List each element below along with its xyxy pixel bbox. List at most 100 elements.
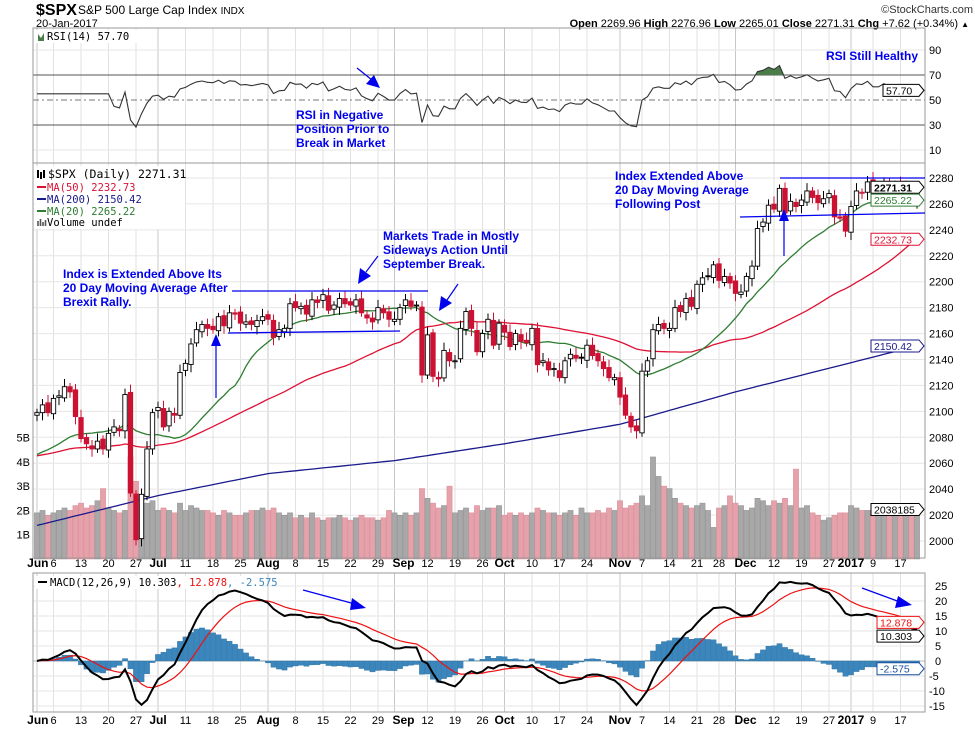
volume-bar [523, 515, 530, 560]
candle-body [633, 425, 640, 432]
candle-body [474, 330, 480, 353]
candle-body [155, 407, 161, 412]
volume-bar [39, 510, 46, 560]
macd-value: MACD(12,26,9) 10.303 [50, 577, 176, 589]
ma200-value-tag-text: 2150.42 [874, 341, 912, 353]
volume-bar [199, 510, 205, 560]
candle-body [204, 324, 211, 329]
volume-bar [567, 510, 574, 560]
volume-bar [430, 502, 436, 560]
volume-bar [342, 517, 348, 560]
volume-bar [859, 510, 865, 560]
candle-body [765, 204, 772, 224]
volume-bar [254, 510, 260, 560]
rsi-panel [37, 64, 918, 129]
candle-body [56, 395, 62, 398]
volume-bar [149, 500, 156, 560]
axis-labels: JunJun66131320202727JulJul111118182525Au… [17, 45, 954, 727]
volume-bar [155, 510, 161, 560]
volume-bar [545, 512, 552, 560]
volume-bar [364, 517, 370, 560]
volume-bar [193, 507, 200, 560]
candle-body [732, 280, 739, 294]
candle-body [50, 397, 57, 415]
candle-body [105, 432, 112, 451]
macd-histogram-bar [248, 656, 255, 662]
date-tick-label: 8 [292, 715, 298, 727]
volume-bar [72, 505, 79, 560]
ma200-legend-text: MA(200) 2150.42 [47, 194, 142, 206]
volume-bar [672, 498, 678, 560]
volume-bar [424, 498, 431, 560]
volume-bar [804, 505, 810, 560]
macd-histogram-bar [864, 660, 871, 668]
volume-value-tag: 2038185 [870, 502, 925, 516]
volume-bar [589, 512, 596, 560]
volume-bar [595, 510, 601, 560]
date-tick-label: Aug [256, 556, 279, 570]
volume-bar [331, 517, 337, 560]
macd-histogram-bar [320, 660, 326, 664]
volume-bar [320, 519, 326, 560]
rsi-legend-icon [38, 33, 44, 41]
macd-histogram-bar [226, 641, 233, 662]
index-name: S&P 500 Large Cap Index INDX [78, 3, 245, 17]
volume-bar [501, 515, 508, 560]
macd-histogram-bar [490, 658, 497, 662]
candle-body [859, 191, 865, 194]
candle-body [391, 318, 398, 322]
price-panel [34, 172, 920, 547]
volume-bar [105, 507, 112, 560]
macd-histogram-bar [650, 650, 656, 662]
volume-bar [232, 515, 238, 560]
volume-tick-label: 1B [17, 530, 30, 542]
date-tick-label: 27 [130, 715, 142, 727]
candle-body [408, 300, 414, 307]
candle-body [122, 394, 128, 432]
macd-histogram-bar [331, 660, 337, 667]
volume-bar [408, 515, 414, 560]
chart-date: 20-Jan-2017 [36, 18, 98, 30]
close-value-tag-box [870, 180, 925, 194]
candle-body [699, 277, 706, 285]
macd-histogram-bar [127, 660, 134, 670]
rsi-value-tag-box [882, 83, 925, 97]
macd-histogram-bar [853, 660, 860, 672]
candle-body [540, 360, 546, 364]
support-line-dec [739, 212, 926, 218]
signal-value-tag-text: 12.878 [880, 617, 912, 629]
ma50-value-tag-box [870, 232, 925, 246]
macd-histogram-bar [507, 658, 513, 662]
candle-body [325, 295, 332, 311]
volume-bar [551, 512, 557, 560]
candle-body [116, 428, 123, 432]
date-tick-label: 28 [713, 558, 725, 570]
macd-histogram-bar [727, 650, 733, 662]
date-tick-label: 18 [207, 715, 219, 727]
candle-body [639, 370, 645, 434]
macd-histogram-bar [837, 660, 843, 673]
macd-histogram-bar [457, 660, 464, 669]
macd-histogram-bar [149, 660, 156, 663]
chg-value: +7.62 (+0.34%) [882, 18, 958, 30]
macd-histogram-bar [617, 660, 623, 668]
price-frame [32, 162, 926, 559]
volume-bar [650, 456, 656, 560]
macd-histogram-bar [138, 660, 145, 682]
volume-bar [265, 510, 271, 560]
price-tick-label: 2180 [929, 303, 953, 315]
date-tick-label: 20 [102, 715, 114, 727]
support-line-aug [227, 330, 401, 334]
volume-bar [699, 502, 706, 560]
date-tick-label: 19 [449, 558, 461, 570]
macd-histogram-bar [754, 653, 761, 662]
candle-body [578, 356, 585, 359]
volume-bar [34, 512, 40, 560]
arrow-icon [302, 589, 366, 610]
macd-histogram-bar [155, 654, 161, 662]
macd-histogram-bar [94, 660, 101, 673]
macd-histogram-bar [325, 660, 332, 666]
date-tick-label: 12 [768, 558, 780, 570]
up-arrow-icon: ▲ [961, 20, 969, 29]
